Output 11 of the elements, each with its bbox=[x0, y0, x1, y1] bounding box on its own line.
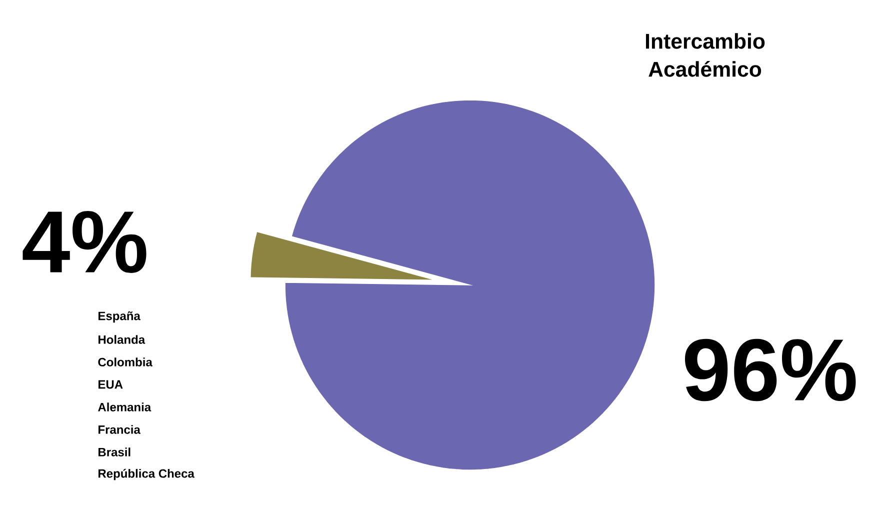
text: República Checa bbox=[98, 468, 194, 480]
text: España bbox=[98, 311, 140, 323]
text: EUA bbox=[98, 380, 123, 389]
data-label: 96% bbox=[685, 338, 856, 402]
chart-title: Intercambio Académico bbox=[646, 33, 765, 77]
text: Colombia bbox=[98, 358, 152, 366]
text: Francia bbox=[98, 425, 140, 434]
text: Brasil bbox=[98, 448, 130, 456]
text: Holanda bbox=[98, 335, 146, 344]
data-label: 4% bbox=[22, 211, 146, 273]
text: Alemania bbox=[98, 402, 152, 412]
